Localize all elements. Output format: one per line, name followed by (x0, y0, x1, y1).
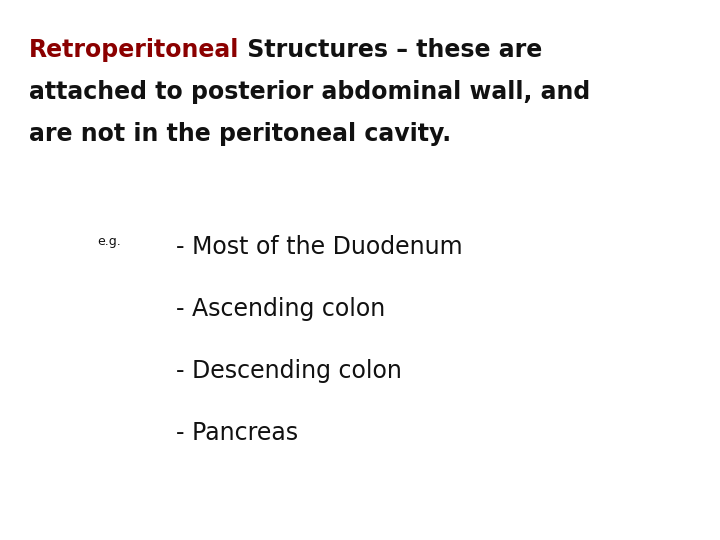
Text: - Ascending colon: - Ascending colon (176, 297, 386, 321)
Text: - Descending colon: - Descending colon (176, 359, 402, 383)
Text: e.g.: e.g. (97, 235, 121, 248)
Text: attached to posterior abdominal wall, and: attached to posterior abdominal wall, an… (29, 80, 590, 104)
Text: are not in the peritoneal cavity.: are not in the peritoneal cavity. (29, 122, 451, 146)
Text: Structures – these are: Structures – these are (239, 38, 542, 62)
Text: - Most of the Duodenum: - Most of the Duodenum (176, 235, 463, 259)
Text: - Pancreas: - Pancreas (176, 421, 299, 445)
Text: Retroperitoneal: Retroperitoneal (29, 38, 239, 62)
